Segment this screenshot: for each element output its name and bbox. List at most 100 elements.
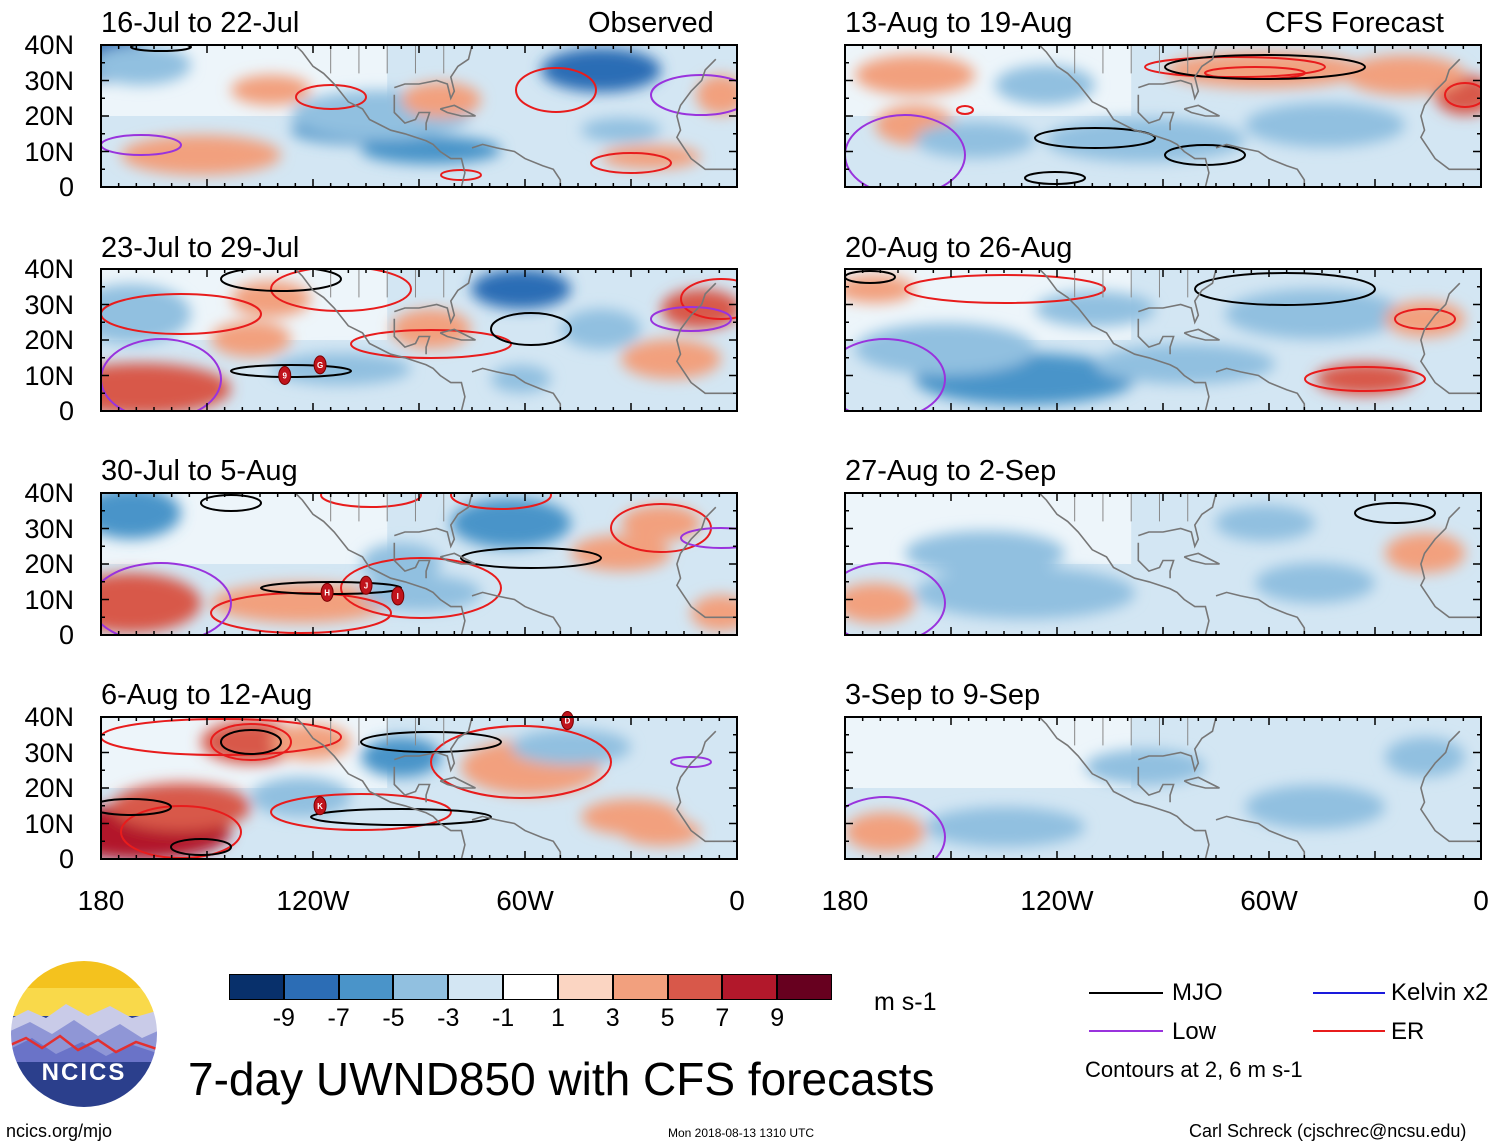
anomaly-blob	[601, 145, 701, 169]
y-tick-label: 0	[58, 620, 74, 650]
forecast-panel-title-3: 27-Aug to 2-Sep	[845, 455, 1057, 487]
colorbar-swatch	[777, 974, 832, 1000]
colorbar	[229, 974, 832, 1000]
coastline	[439, 104, 476, 117]
contour-note: Contours at 2, 6 m s-1	[1085, 1057, 1303, 1082]
y-tick-label: 0	[58, 396, 74, 426]
coastline	[394, 717, 473, 773]
anomaly-blob	[511, 729, 631, 765]
anomaly-blob	[855, 55, 975, 95]
storm-label: D	[565, 717, 571, 726]
storm-marker: D	[560, 711, 574, 731]
forecast-panel-title-2: 20-Aug to 26-Aug	[845, 232, 1073, 264]
er-contour	[440, 169, 482, 181]
anomaly-blob	[621, 505, 701, 541]
y-tick-label: 10N	[24, 136, 74, 167]
low-contour	[845, 338, 946, 411]
anomaly-blob	[1255, 563, 1375, 603]
er-contour	[956, 105, 974, 115]
colorbar-swatch	[667, 974, 723, 1000]
anomaly-region	[845, 717, 1132, 788]
coastline	[1419, 730, 1481, 843]
anomaly-blob	[1095, 344, 1275, 384]
coastline	[1138, 269, 1217, 325]
coastline	[1137, 542, 1175, 579]
anomaly-blob	[621, 818, 701, 846]
mjo-contour	[101, 798, 172, 816]
colorbar-swatch	[229, 974, 284, 1000]
forecast-map-panel-3	[844, 492, 1482, 636]
mjo-contour	[490, 312, 572, 346]
er-contour	[210, 723, 292, 761]
observed-map-panel-4: KD	[100, 711, 738, 860]
observed-label: Observed	[588, 7, 714, 39]
x-tick-label: 0	[729, 885, 745, 916]
anomaly-blob	[231, 75, 311, 105]
y-tick-label: 20N	[24, 101, 74, 131]
coastline	[1215, 143, 1306, 187]
footer-credit: Carl Schreck (cjschrec@ncsu.edu)	[1189, 1121, 1467, 1141]
anomaly-blob	[271, 724, 351, 760]
coastline	[1183, 104, 1220, 117]
coastline	[1137, 766, 1175, 803]
coastline	[1419, 282, 1481, 395]
contour-legend	[1089, 992, 1385, 1032]
low-contour	[845, 796, 946, 859]
low-contour	[101, 338, 222, 411]
mjo-contour	[310, 808, 492, 826]
coastline	[393, 766, 431, 803]
coastline	[471, 367, 562, 411]
anomaly-blob	[271, 353, 411, 385]
coastline	[471, 815, 562, 859]
ncics-logo: NCICS	[9, 959, 159, 1109]
coastline	[1038, 493, 1210, 635]
mjo-contour	[220, 269, 342, 292]
coastline	[471, 591, 562, 635]
forecast-map-panel-4	[844, 716, 1482, 860]
x-tick-label: 120W	[1020, 885, 1094, 916]
colorbar-tick-label: 1	[550, 1004, 565, 1032]
y-tick-label: 20N	[24, 773, 74, 803]
anomaly-blob	[1225, 289, 1405, 339]
forecast-label: CFS Forecast	[1265, 7, 1444, 39]
coastline	[471, 143, 562, 187]
er-contour	[1444, 82, 1481, 108]
coastline	[439, 328, 476, 341]
storm-label: 9	[283, 372, 288, 381]
observed-map-panel-3: H J I	[100, 492, 738, 636]
er-contour	[904, 274, 1106, 304]
y-tick-label: 30N	[24, 65, 74, 96]
coastline	[1215, 367, 1306, 411]
storm-marker: K	[313, 796, 327, 816]
coastline	[439, 552, 476, 565]
coastline	[1215, 591, 1306, 635]
observed-panel-title-1: 16-Jul to 22-Jul	[101, 7, 300, 39]
anomaly-blob	[1215, 505, 1315, 541]
colorbar-tick-label: -3	[437, 1004, 460, 1032]
anomaly-blob	[696, 75, 737, 115]
colorbar-swatch	[503, 974, 558, 1000]
coastline	[675, 730, 737, 843]
er-contour	[450, 493, 552, 510]
observed-map-panel-1	[100, 44, 738, 188]
storm-label: J	[364, 581, 368, 590]
forecast-panel-title-4: 3-Sep to 9-Sep	[845, 679, 1041, 711]
anomaly-blob	[451, 498, 571, 548]
er-contour	[590, 152, 672, 174]
colorbar-tick-label: 9	[770, 1004, 785, 1032]
anomaly-blob	[1245, 785, 1385, 829]
er-contour	[515, 67, 597, 113]
y-tick-label: 30N	[24, 737, 74, 768]
anomaly-blob	[101, 573, 201, 633]
anomaly-blob	[101, 284, 191, 344]
colorbar-swatch	[612, 974, 668, 1000]
low-contour	[670, 756, 712, 768]
observed-panel-title-3: 30-Jul to 5-Aug	[101, 455, 298, 487]
storm-marker: J	[359, 575, 373, 595]
er-contour	[270, 269, 412, 312]
y-tick-label: 40N	[24, 478, 74, 508]
anomaly-blob	[855, 323, 1035, 375]
mjo-contour	[200, 494, 262, 512]
mjo-contour	[1194, 272, 1376, 306]
anomaly-blob	[121, 135, 281, 175]
